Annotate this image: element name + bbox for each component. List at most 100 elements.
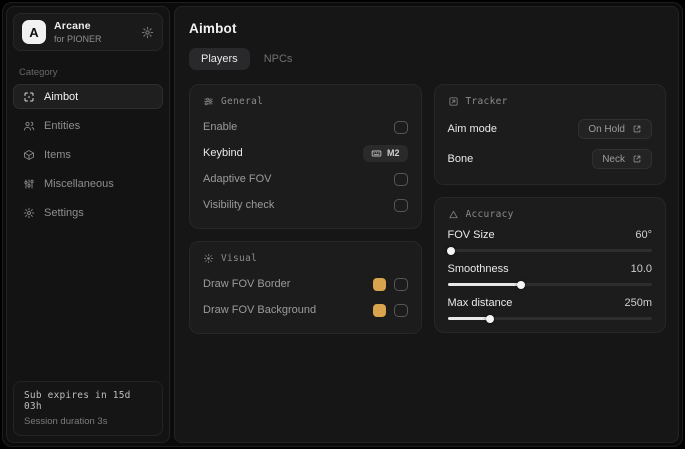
- session-duration-text: Session duration 3s: [24, 416, 108, 427]
- slider-thumb[interactable]: [446, 246, 455, 255]
- setting-label: Draw FOV Background: [203, 304, 317, 316]
- sidebar-item-items[interactable]: Items: [13, 142, 163, 167]
- sidebar-item-entities[interactable]: Entities: [13, 113, 163, 138]
- tracker-card: Tracker Aim mode On Hold Bone: [433, 84, 666, 185]
- sidebar-item-aimbot[interactable]: Aimbot: [13, 84, 163, 109]
- slider-thumb[interactable]: [517, 280, 526, 289]
- cards-grid: General Enable Keybind M2: [189, 84, 666, 334]
- max-distance-slider[interactable]: [447, 314, 652, 323]
- keybind-button[interactable]: M2: [362, 144, 408, 162]
- crosshair-icon: [23, 91, 35, 103]
- accuracy-card: Accuracy FOV Size 60°: [433, 197, 666, 333]
- sub-expiry-text: Sub expires in 15d 03h: [24, 390, 131, 412]
- sidebar-nav: Aimbot Entities Items Miscellaneous Sett…: [7, 80, 169, 225]
- card-title: Accuracy: [465, 209, 514, 220]
- visibility-check-checkbox[interactable]: [393, 198, 408, 212]
- brand-text: Arcane for PIONER: [54, 20, 102, 44]
- card-title: Visual: [221, 253, 258, 264]
- slider-labels: Smoothness 10.0: [448, 263, 653, 275]
- left-column: General Enable Keybind M2: [189, 84, 422, 334]
- tab-players[interactable]: Players: [189, 48, 250, 70]
- draw-fov-background-checkbox[interactable]: [393, 303, 408, 317]
- category-label: Category: [19, 67, 58, 78]
- app-name: Arcane: [54, 20, 91, 32]
- adaptive-fov-checkbox[interactable]: [393, 172, 408, 186]
- slider-label: Max distance: [447, 297, 513, 309]
- slider-value: 60°: [635, 229, 652, 241]
- slider-label: FOV Size: [447, 229, 495, 241]
- accuracy-card-header: Accuracy: [448, 209, 653, 220]
- users-icon: [23, 120, 35, 132]
- enable-checkbox[interactable]: [393, 120, 408, 134]
- slider-fill: [446, 246, 455, 255]
- setting-row-aim-mode: Aim mode On Hold: [447, 116, 652, 142]
- sidebar-item-label: Items: [44, 148, 71, 161]
- slider-label: Smoothness: [447, 263, 509, 275]
- aim-mode-value: On Hold: [588, 123, 625, 135]
- sliders-icon: [23, 178, 35, 190]
- sidebar: A Arcane for PIONER Category Aimbot Enti…: [6, 6, 170, 443]
- slider-labels: Max distance 250m: [448, 297, 653, 309]
- setting-row-draw-fov-background: Draw FOV Background: [203, 299, 408, 321]
- fov-size-slider[interactable]: [446, 246, 652, 255]
- card-title: Tracker: [465, 96, 508, 107]
- setting-label: Draw FOV Border: [203, 278, 291, 290]
- app-logo: A: [22, 20, 46, 44]
- bone-value: Neck: [602, 153, 625, 165]
- app-tagline: for PIONER: [54, 34, 102, 44]
- slider-labels: FOV Size 60°: [448, 229, 653, 241]
- expand-icon: [632, 154, 642, 164]
- right-column: Tracker Aim mode On Hold Bone: [433, 84, 666, 333]
- card-title: General: [221, 96, 264, 107]
- setting-label: Adaptive FOV: [203, 173, 272, 185]
- general-card-header: General: [203, 96, 408, 107]
- sidebar-item-label: Miscellaneous: [44, 177, 114, 190]
- subscription-card: Sub expires in 15d 03h Session duration …: [13, 381, 163, 436]
- setting-row-adaptive-fov: Adaptive FOV: [203, 168, 408, 190]
- setting-label: Keybind: [203, 147, 243, 159]
- sidebar-item-label: Aimbot: [44, 90, 79, 103]
- triangle-icon: [448, 209, 459, 220]
- expand-icon: [632, 124, 642, 134]
- control-group: [372, 303, 408, 317]
- page-title: Aimbot: [189, 21, 237, 36]
- aim-mode-select[interactable]: On Hold: [578, 119, 652, 139]
- color-swatch[interactable]: [372, 277, 386, 291]
- setting-label: Bone: [447, 153, 474, 165]
- gear-icon: [23, 207, 35, 219]
- sidebar-item-settings[interactable]: Settings: [13, 200, 163, 225]
- draw-fov-border-checkbox[interactable]: [393, 277, 408, 291]
- slider-fill: [447, 280, 526, 289]
- color-swatch[interactable]: [372, 303, 386, 317]
- control-group: [372, 277, 408, 291]
- smoothness-slider[interactable]: [447, 280, 652, 289]
- general-card: General Enable Keybind M2: [189, 84, 422, 229]
- slider-value: 10.0: [630, 263, 652, 275]
- setting-label: Visibility check: [203, 199, 275, 211]
- frame-arrow-icon: [448, 96, 459, 107]
- keyboard-icon: [371, 148, 382, 159]
- slider-thumb[interactable]: [486, 314, 495, 323]
- visual-card-header: Visual: [203, 253, 408, 264]
- sidebar-item-miscellaneous[interactable]: Miscellaneous: [13, 171, 163, 196]
- setting-row-visibility-check: Visibility check: [203, 194, 408, 216]
- keybind-value: M2: [386, 148, 400, 158]
- gear-icon[interactable]: [141, 26, 154, 39]
- max-distance-slider-group: Max distance 250m: [447, 297, 653, 323]
- fov-size-slider-group: FOV Size 60°: [446, 229, 653, 255]
- sidebar-item-label: Settings: [44, 206, 84, 219]
- setting-label: Enable: [203, 121, 238, 133]
- bone-select[interactable]: Neck: [592, 149, 652, 169]
- smoothness-slider-group: Smoothness 10.0: [447, 263, 653, 289]
- main-panel: Aimbot Players NPCs General Enable: [174, 6, 679, 443]
- sliders-icon: [203, 96, 214, 107]
- sidebar-item-label: Entities: [44, 119, 81, 132]
- setting-row-draw-fov-border: Draw FOV Border: [203, 273, 408, 295]
- tab-npcs[interactable]: NPCs: [252, 48, 305, 70]
- setting-label: Aim mode: [447, 123, 498, 135]
- slider-value: 250m: [624, 297, 652, 309]
- sun-icon: [203, 253, 214, 264]
- slider-fill: [447, 314, 495, 323]
